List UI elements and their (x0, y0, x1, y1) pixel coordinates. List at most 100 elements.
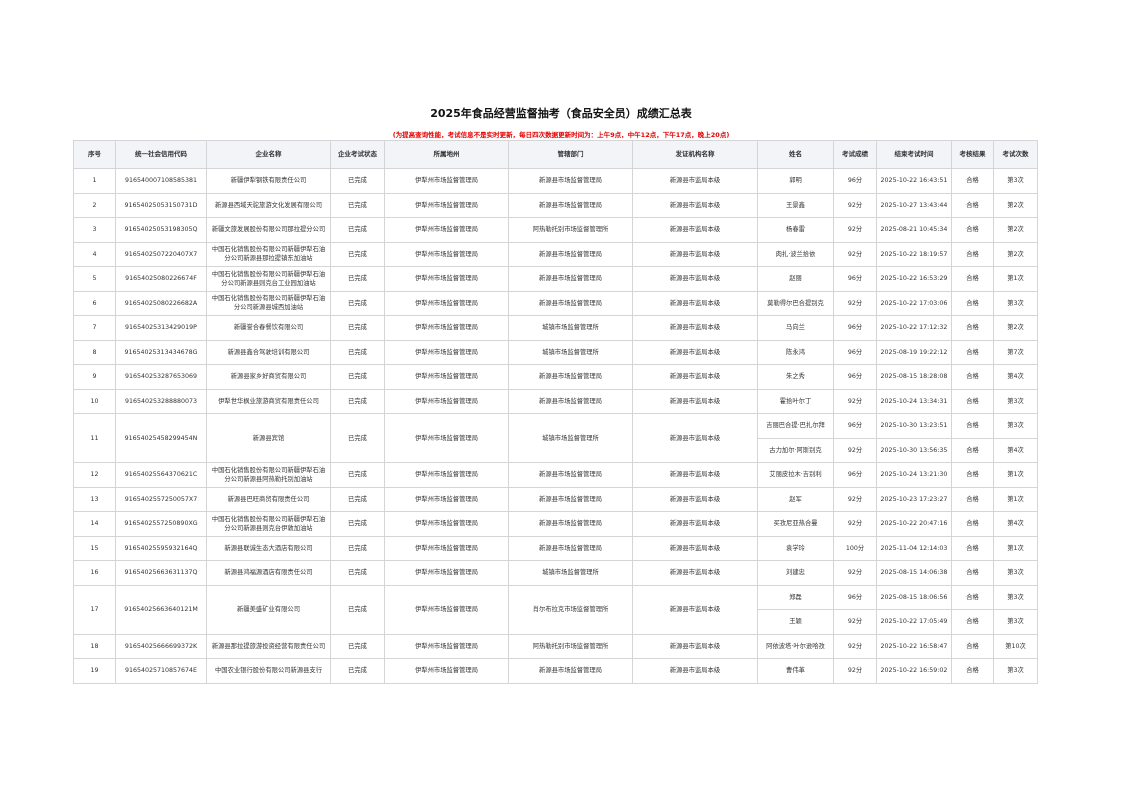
column-header-seq: 序号 (73, 140, 116, 169)
update-notice: (为提高查询性能，考试信息不是实时更新，每日四次数据更新时间为：上午9点，中午1… (392, 131, 730, 139)
region: 伊犁州市场监督管理局 (384, 364, 509, 390)
row-number: 17 (73, 584, 116, 635)
region: 伊犁州市场监督管理局 (384, 241, 509, 267)
result: 合格 (951, 535, 994, 561)
credit-code: 91654025313429019P (115, 315, 207, 341)
issuer: 新源县市监局本级 (632, 658, 758, 684)
row-number: 18 (73, 633, 116, 659)
exam-count: 第3次 (993, 290, 1038, 316)
exam-count: 第1次 (993, 535, 1038, 561)
company-name: 伊犁世华枫业旅游商贸有限责任公司 (206, 388, 331, 414)
exam-status: 已完成 (330, 339, 385, 365)
issuer: 新源县市监局本级 (632, 584, 758, 635)
row-number: 6 (73, 290, 116, 316)
score: 96分 (833, 339, 877, 365)
score: 92分 (833, 241, 877, 267)
exam-status: 已完成 (330, 168, 385, 194)
column-header-dept: 管辖部门 (508, 140, 633, 169)
person-name: 马向兰 (757, 315, 834, 341)
row-number: 10 (73, 388, 116, 414)
company-name: 中国石化销售股份有限公司新疆伊犁石油分公司新源县则克台工业园加油站 (206, 266, 331, 292)
exam-count: 第3次 (993, 560, 1038, 586)
result: 合格 (951, 217, 994, 243)
person-name: 朱之秀 (757, 364, 834, 390)
row-number: 11 (73, 413, 116, 463)
region: 伊犁州市场监督管理局 (384, 290, 509, 316)
company-name: 新源县西域天驼旅游文化发展有限公司 (206, 192, 331, 218)
region: 伊犁州市场监督管理局 (384, 633, 509, 659)
person-name: 王景鑫 (757, 192, 834, 218)
issuer: 新源县市监局本级 (632, 511, 758, 537)
credit-code: 91654025053150731D (115, 192, 207, 218)
result: 合格 (951, 437, 994, 463)
region: 伊犁州市场监督管理局 (384, 413, 509, 463)
table-row: 8 91654025313434678G 新源县鑫合驾驶培训有限公司 已完成 伊犁州市场… (73, 339, 1038, 365)
row-number: 19 (73, 658, 116, 684)
table-row: 5 91654025080226674F 中国石化销售股份有限公司新疆伊犁石油分公司… (73, 266, 1038, 292)
company-name: 新源县联诚生态大酒店有限公司 (206, 535, 331, 561)
table-row: 12 91654025564370621C 中国石化销售股份有限公司新疆伊犁石油分公… (73, 462, 1038, 488)
region: 伊犁州市场监督管理局 (384, 192, 509, 218)
credit-code: 91654025595932164Q (115, 535, 207, 561)
end-time: 2025-10-22 16:59:02 (876, 658, 952, 684)
dept: 新源县市场监督管理局 (508, 290, 633, 316)
credit-code: 91654025572500​57X7 (115, 486, 207, 512)
issuer: 新源县市监局本级 (632, 290, 758, 316)
column-header-credit-code: 统一社会信用代码 (115, 140, 207, 169)
exam-count: 第2次 (993, 217, 1038, 243)
end-time: 2025-10-24 13:21:30 (876, 462, 952, 488)
result: 合格 (951, 266, 994, 292)
score: 92分 (833, 437, 877, 463)
result: 合格 (951, 241, 994, 267)
person-name: 郑磊 (757, 584, 834, 610)
exam-status: 已完成 (330, 266, 385, 292)
person-name: 赵军 (757, 486, 834, 512)
row-number: 3 (73, 217, 116, 243)
issuer: 新源县市监局本级 (632, 413, 758, 463)
end-time: 2025-10-22 20:47:16 (876, 511, 952, 537)
exam-status: 已完成 (330, 413, 385, 463)
result: 合格 (951, 388, 994, 414)
region: 伊犁州市场监督管理局 (384, 388, 509, 414)
person-name: 郭明 (757, 168, 834, 194)
region: 伊犁州市场监督管理局 (384, 266, 509, 292)
column-header-person-name: 姓名 (757, 140, 834, 169)
row-number: 12 (73, 462, 116, 488)
end-time: 2025-10-24 13:34:31 (876, 388, 952, 414)
region: 伊犁州市场监督管理局 (384, 339, 509, 365)
column-header-company-name: 企业名称 (206, 140, 331, 169)
credit-code: 91654025053198305Q (115, 217, 207, 243)
region: 伊犁州市场监督管理局 (384, 486, 509, 512)
score: 96分 (833, 462, 877, 488)
issuer: 新源县市监局本级 (632, 560, 758, 586)
result: 合格 (951, 511, 994, 537)
score: 92分 (833, 486, 877, 512)
result: 合格 (951, 560, 994, 586)
credit-code: 91654025080226674F (115, 266, 207, 292)
table-row: 10 916540253288880073 伊犁世华枫业旅游商贸有限责任公司 已完成伊… (73, 388, 1038, 414)
region: 伊犁州市场监督管理局 (384, 584, 509, 635)
person-name: 阿依波塔·叶尔逊哈孜 (757, 633, 834, 659)
score: 92分 (833, 217, 877, 243)
result: 合格 (951, 462, 994, 488)
dept: 新源县市场监督管理局 (508, 658, 633, 684)
company-name: 新疆美盛矿业有限公司 (206, 584, 331, 635)
score: 96分 (833, 168, 877, 194)
score: 92分 (833, 192, 877, 218)
table-row: 2 91654025053150731D 新源县西域天驼旅游文化发展有限公司 已完成伊… (73, 192, 1038, 218)
row-number: 16 (73, 560, 116, 586)
exam-count: 第4次 (993, 511, 1038, 537)
company-name: 新源县那拉提旅游投资经营有限责任公司 (206, 633, 331, 659)
exam-status: 已完成 (330, 511, 385, 537)
row-number: 13 (73, 486, 116, 512)
table-row: 6 91654025080226682A 中国石化销售股份有限公司新疆伊犁石油分公司… (73, 290, 1038, 316)
table-row: 1 916540007108585381 新疆伊犁钢铁有限责任公司 已完成 伊犁州市场监… (73, 168, 1038, 194)
row-number: 8 (73, 339, 116, 365)
exam-count: 第1次 (993, 266, 1038, 292)
company-name: 新源县鸿福源酒店有限责任公司 (206, 560, 331, 586)
table-row: 3 91654025053198305Q 新疆文旅发展股份有限公司那拉提分公司 已完成… (73, 217, 1038, 243)
dept: 新源县市场监督管理局 (508, 486, 633, 512)
score: 96分 (833, 315, 877, 341)
exam-count: 第3次 (993, 388, 1038, 414)
score: 92分 (833, 560, 877, 586)
